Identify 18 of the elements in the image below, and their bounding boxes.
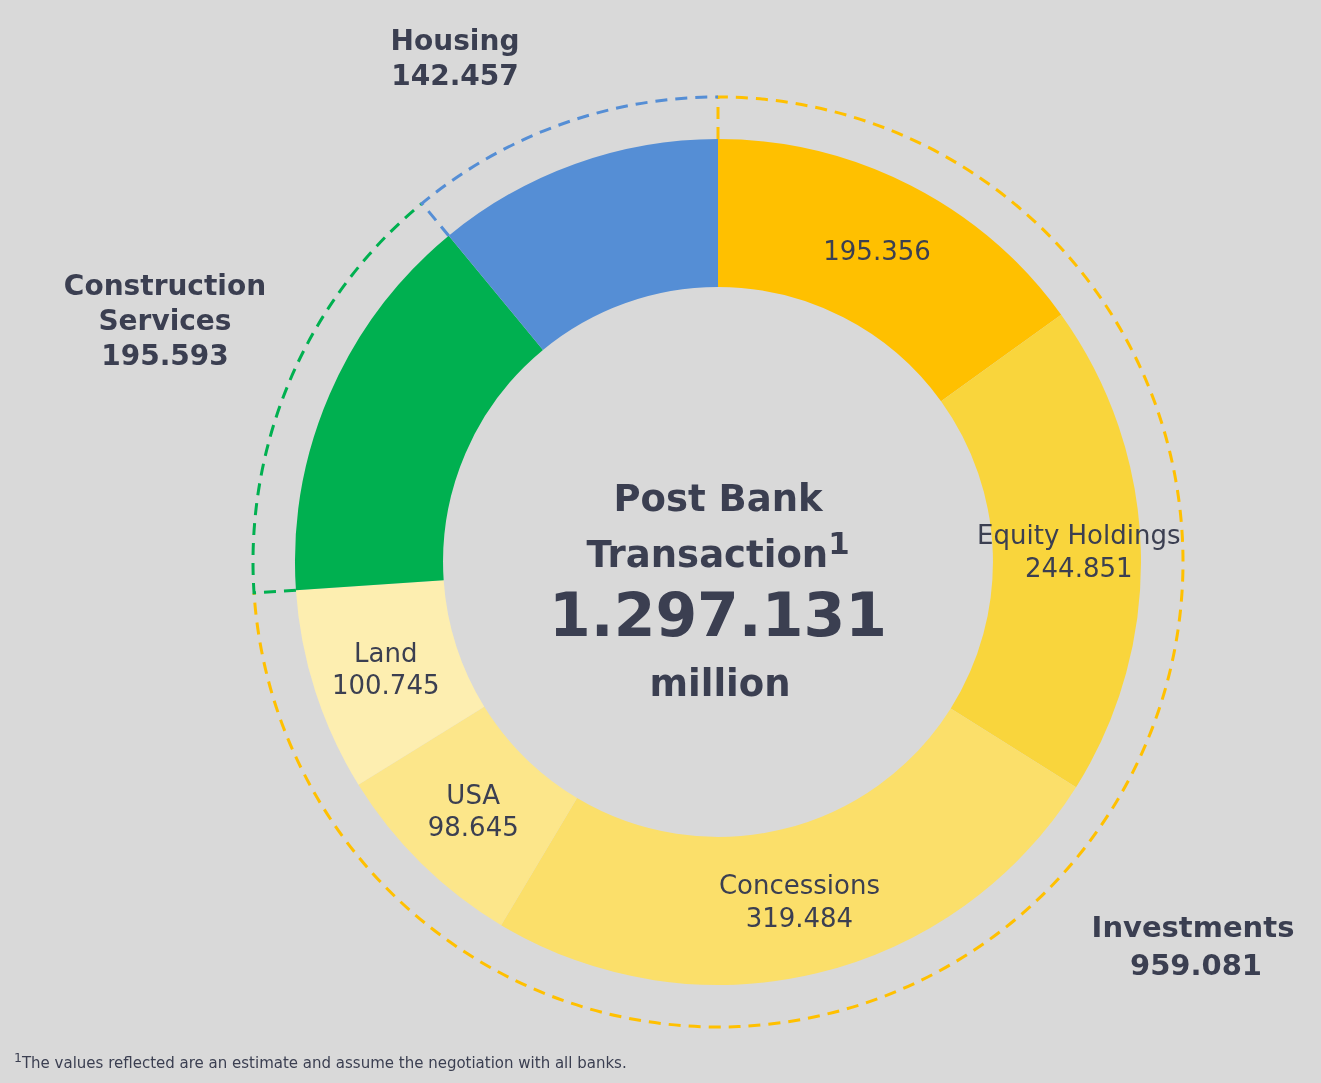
slice-label: Concessions — [718, 869, 880, 900]
slice-label: Land — [354, 637, 418, 668]
data-label: 195.593 — [101, 338, 229, 372]
slice-label: Housing — [390, 24, 520, 57]
data-label: 98.645 — [427, 811, 519, 842]
data-label: 195.356 — [823, 235, 931, 268]
text: 959.081 — [1129, 948, 1263, 982]
text: 1.297.131 — [549, 580, 887, 650]
slice-label: USA — [446, 779, 501, 810]
data-label: 319.484 — [745, 902, 854, 933]
slice-label: Construction Services — [63, 268, 267, 337]
text: million — [649, 661, 791, 705]
text: Investments — [1091, 910, 1295, 944]
text: Post Bank Transaction$^{1}$ — [585, 476, 851, 579]
data-label: 142.457 — [391, 59, 519, 92]
text: $^{1}$The values reflected are an estimate and assume the negotiation with all banks. — [14, 1050, 627, 1072]
data-label: 100.745 — [331, 669, 440, 700]
data-label: 244.851 — [1025, 552, 1133, 582]
